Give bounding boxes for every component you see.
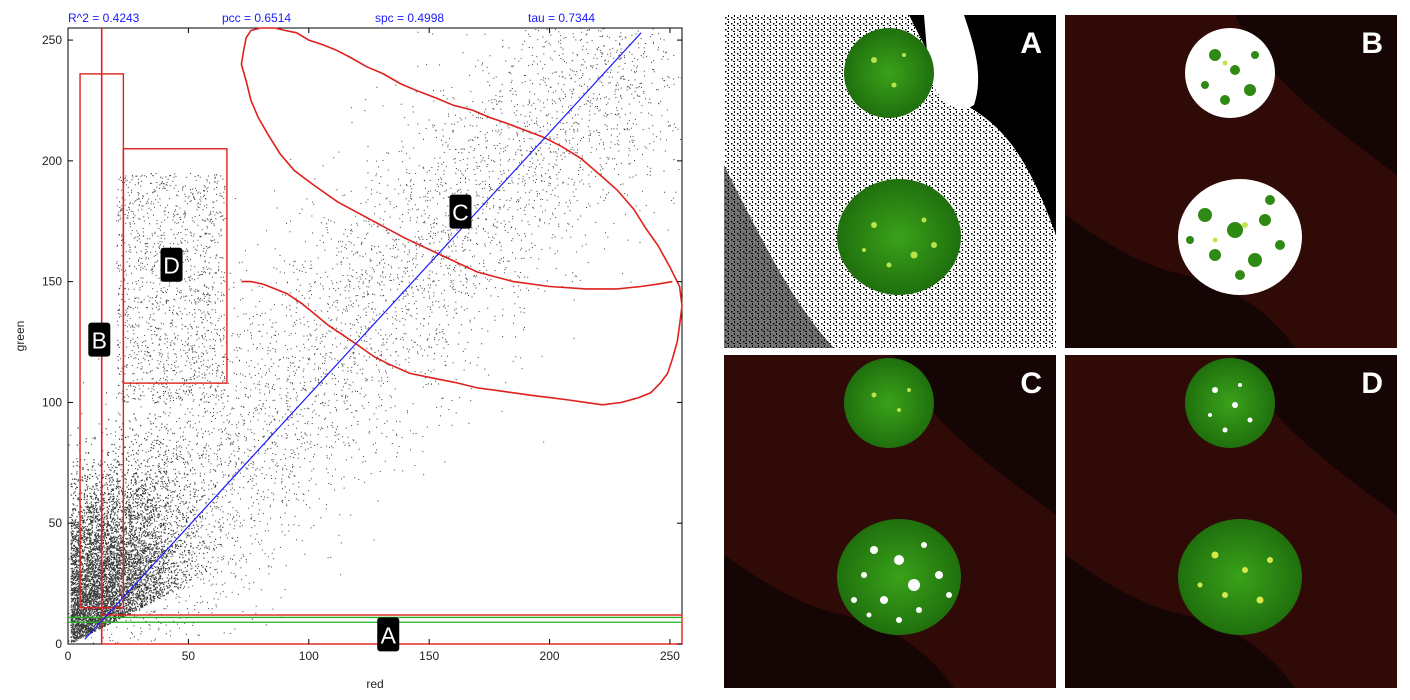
scatter-svg: R^2 = 0.4243 pcc = 0.6514 spc = 0.4998 t…: [13, 11, 683, 691]
region-c-tag: C: [452, 200, 469, 226]
regression-line: [84, 32, 642, 640]
x-tick-label: 0: [65, 649, 72, 663]
x-tick-label: 150: [419, 649, 439, 663]
x-axis-title: red: [366, 677, 383, 691]
axis-ticks: 0 50 100 150 200 250 0 50 100 150 200 250: [42, 28, 682, 663]
panel-c-letter: C: [1020, 367, 1042, 400]
nucleus-top: [844, 28, 934, 118]
nucleus-bottom: [837, 179, 961, 295]
x-tick-label: 200: [540, 649, 560, 663]
y-tick-label: 250: [42, 33, 62, 47]
y-tick-label: 200: [42, 154, 62, 168]
stat-tau: tau = 0.7344: [528, 11, 595, 25]
y-tick-label: 100: [42, 395, 62, 409]
region-tags: A B C D: [88, 194, 472, 652]
image-panel-c: C: [724, 355, 1056, 688]
region-b-tag: B: [92, 328, 107, 354]
region-c-outline: [240, 27, 683, 406]
x-tick-label: 50: [182, 649, 196, 663]
stat-r2: R^2 = 0.4243: [68, 11, 140, 25]
panel-a-letter: A: [1020, 27, 1042, 60]
region-d-outline: [122, 148, 228, 384]
region-d-tag-box: [160, 247, 183, 282]
y-axis-title: green: [13, 321, 27, 352]
scatter-plot: R^2 = 0.4243 pcc = 0.6514 spc = 0.4998 t…: [0, 0, 700, 700]
region-b-tag-box: [88, 322, 111, 357]
image-panel-a: A: [724, 15, 1056, 348]
panel-b-image: [1065, 15, 1397, 348]
region-d-tag: D: [163, 253, 180, 279]
stat-spc: spc = 0.4998: [375, 11, 444, 25]
region-a-tag: A: [381, 622, 397, 648]
y-tick-label: 0: [55, 637, 62, 651]
x-tick-label: 250: [660, 649, 680, 663]
plot-area: [67, 27, 683, 645]
panel-c-image: [724, 355, 1056, 688]
panel-b-letter: B: [1361, 27, 1383, 60]
stat-pcc: pcc = 0.6514: [222, 11, 291, 25]
y-tick-label: 50: [49, 516, 63, 530]
panel-d-image: [1065, 355, 1397, 688]
panel-d-letter: D: [1361, 367, 1383, 400]
region-a-tag-box: [377, 617, 400, 652]
x-tick-label: 100: [299, 649, 319, 663]
y-tick-label: 150: [42, 275, 62, 289]
image-panel-b: B: [1065, 15, 1397, 348]
image-panel-d: D: [1065, 355, 1397, 688]
panel-a-image: [724, 15, 1056, 348]
region-c-tag-box: [449, 194, 472, 229]
